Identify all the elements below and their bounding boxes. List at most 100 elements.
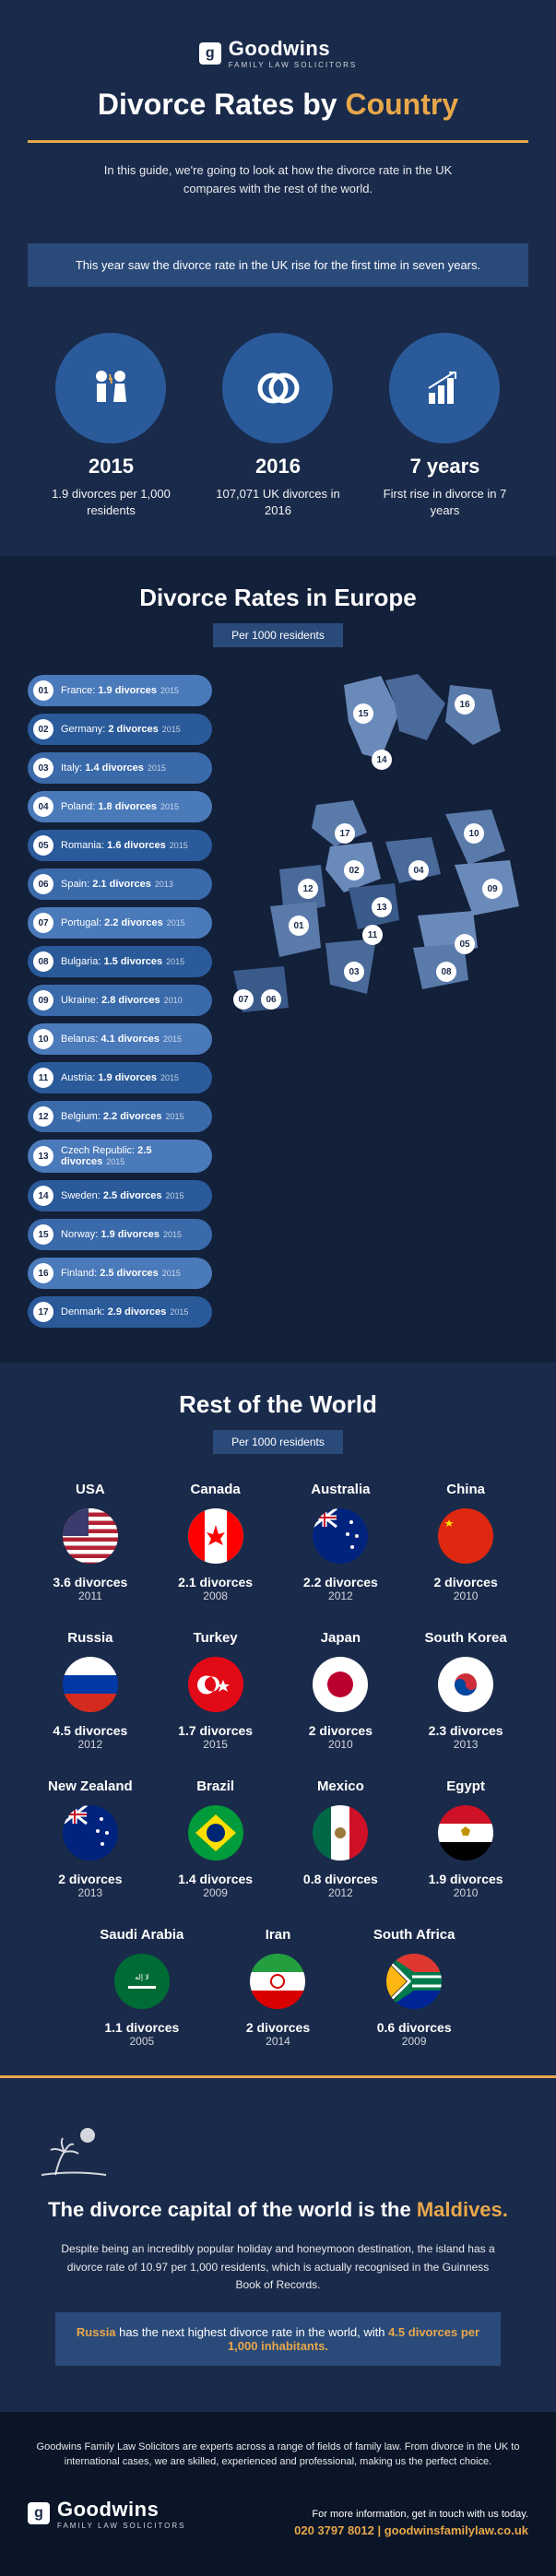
stat-year: 7 years: [370, 455, 520, 479]
flag-icon: [250, 1954, 305, 2009]
world-year: 2011: [37, 1589, 144, 1602]
europe-map: 1516141710020409120113110503080607: [233, 667, 528, 1017]
europe-num: 04: [33, 797, 53, 817]
bottom-logo-text: Goodwins: [57, 2498, 186, 2522]
europe-item: 08 Bulgaria: 1.5 divorces2015: [28, 946, 212, 977]
europe-item: 11 Austria: 1.9 divorces2015: [28, 1062, 212, 1093]
europe-num: 07: [33, 913, 53, 933]
europe-num: 08: [33, 951, 53, 972]
world-name: Iran: [219, 1927, 337, 1943]
logo-subtitle: FAMILY LAW SOLICITORS: [229, 61, 358, 69]
footer-title: The divorce capital of the world is the …: [37, 2198, 519, 2222]
world-name: China: [412, 1482, 519, 1497]
world-stat: 0.6 divorces: [355, 2020, 473, 2035]
europe-label: Romania: 1.6 divorces2015: [61, 840, 203, 851]
stat-icon: [222, 333, 333, 443]
world-item: Russia 4.5 divorces 2012: [37, 1630, 144, 1751]
europe-num: 14: [33, 1186, 53, 1206]
world-year: 2009: [162, 1886, 269, 1899]
world-item: South Africa 0.6 divorces 2009: [355, 1927, 473, 2048]
world-year: 2012: [288, 1886, 395, 1899]
world-year: 2013: [37, 1886, 144, 1899]
europe-label: Sweden: 2.5 divorces2015: [61, 1190, 203, 1201]
europe-num: 17: [33, 1302, 53, 1322]
world-name: Canada: [162, 1482, 269, 1497]
world-stat: 2.2 divorces: [288, 1575, 395, 1589]
world-item: USA 3.6 divorces 2011: [37, 1482, 144, 1602]
europe-item: 02 Germany: 2 divorces2015: [28, 714, 212, 745]
europe-item: 09 Ukraine: 2.8 divorces2010: [28, 985, 212, 1016]
world-stat: 2 divorces: [288, 1723, 395, 1738]
flag-icon: [188, 1508, 243, 1564]
bottom: Goodwins Family Law Solicitors are exper…: [0, 2412, 556, 2576]
contact-line: 020 3797 8012 | goodwinsfamilylaw.co.uk: [294, 2523, 528, 2537]
europe-title: Divorce Rates in Europe: [28, 584, 528, 612]
stat-text: First rise in divorce in 7 years: [370, 486, 520, 519]
europe-label: France: 1.9 divorces2015: [61, 685, 203, 696]
flag-icon: [386, 1954, 442, 2009]
world-stat: 2 divorces: [412, 1575, 519, 1589]
europe-label: Italy: 1.4 divorces2015: [61, 762, 203, 774]
stat-icon: [389, 333, 500, 443]
europe-num: 11: [33, 1068, 53, 1088]
europe-label: Portugal: 2.2 divorces2015: [61, 917, 203, 928]
world-name: Turkey: [162, 1630, 269, 1646]
header: g Goodwins FAMILY LAW SOLICITORS Divorce…: [0, 0, 556, 216]
stat-year: 2016: [203, 455, 353, 479]
banner: This year saw the divorce rate in the UK…: [28, 243, 528, 287]
europe-num: 06: [33, 874, 53, 894]
europe-section: Divorce Rates in Europe Per 1000 residen…: [0, 556, 556, 1363]
world-grid-3: Saudi Arabia لا إله 1.1 divorces 2005Ira…: [28, 1899, 528, 2048]
stat-item: 7 years First rise in divorce in 7 years: [370, 333, 520, 519]
europe-label: Belgium: 2.2 divorces2015: [61, 1111, 203, 1122]
divider: [28, 140, 528, 143]
bottom-logo-icon: g: [28, 2502, 50, 2524]
flag-icon: لا إله: [114, 1954, 170, 2009]
europe-item: 13 Czech Republic: 2.5 divorces2015: [28, 1140, 212, 1173]
world-stat: 1.1 divorces: [83, 2020, 201, 2035]
footer-banner: Russia has the next highest divorce rate…: [55, 2312, 501, 2366]
flag-icon: [313, 1508, 368, 1564]
world-year: 2012: [37, 1738, 144, 1751]
europe-item: 07 Portugal: 2.2 divorces2015: [28, 907, 212, 939]
europe-item: 12 Belgium: 2.2 divorces2015: [28, 1101, 212, 1132]
europe-item: 04 Poland: 1.8 divorces2015: [28, 791, 212, 822]
europe-num: 02: [33, 719, 53, 739]
stat-text: 1.9 divorces per 1,000 residents: [36, 486, 186, 519]
footer-title-accent: Maldives.: [417, 2198, 508, 2221]
world-item: China 2 divorces 2010: [412, 1482, 519, 1602]
stat-text: 107,071 UK divorces in 2016: [203, 486, 353, 519]
bottom-logo: g Goodwins FAMILY LAW SOLICITORS: [28, 2498, 186, 2530]
world-name: Mexico: [288, 1778, 395, 1794]
world-stat: 0.8 divorces: [288, 1872, 395, 1886]
logo-icon: g: [199, 42, 221, 65]
world-stat: 2 divorces: [37, 1872, 144, 1886]
footer-banner-mid: has the next highest divorce rate in the…: [116, 2325, 389, 2339]
europe-label: Austria: 1.9 divorces2015: [61, 1072, 203, 1083]
europe-label: Belarus: 4.1 divorces2015: [61, 1034, 203, 1045]
europe-sub: Per 1000 residents: [28, 623, 528, 647]
world-stat: 2.1 divorces: [162, 1575, 269, 1589]
europe-item: 10 Belarus: 4.1 divorces2015: [28, 1023, 212, 1055]
stats-row: 2015 1.9 divorces per 1,000 residents 20…: [0, 314, 556, 556]
world-year: 2005: [83, 2035, 201, 2048]
logo-text: Goodwins: [229, 37, 358, 61]
europe-item: 17 Denmark: 2.9 divorces2015: [28, 1296, 212, 1328]
bottom-contact: For more information, get in touch with …: [294, 2509, 528, 2537]
flag-icon: [63, 1508, 118, 1564]
world-name: Brazil: [162, 1778, 269, 1794]
flag-icon: [313, 1657, 368, 1712]
world-year: 2013: [412, 1738, 519, 1751]
europe-item: 15 Norway: 1.9 divorces2015: [28, 1219, 212, 1250]
palm-icon: [37, 2124, 519, 2180]
world-year: 2008: [162, 1589, 269, 1602]
svg-text:لا إله: لا إله: [135, 1973, 149, 1981]
europe-item: 16 Finland: 2.5 divorces2015: [28, 1258, 212, 1289]
europe-num: 12: [33, 1106, 53, 1127]
world-stat: 1.9 divorces: [412, 1872, 519, 1886]
europe-label: Ukraine: 2.8 divorces2010: [61, 995, 203, 1006]
europe-sub-text: Per 1000 residents: [213, 623, 343, 647]
europe-num: 13: [33, 1146, 53, 1166]
europe-num: 01: [33, 680, 53, 701]
europe-label: Czech Republic: 2.5 divorces2015: [61, 1145, 203, 1167]
